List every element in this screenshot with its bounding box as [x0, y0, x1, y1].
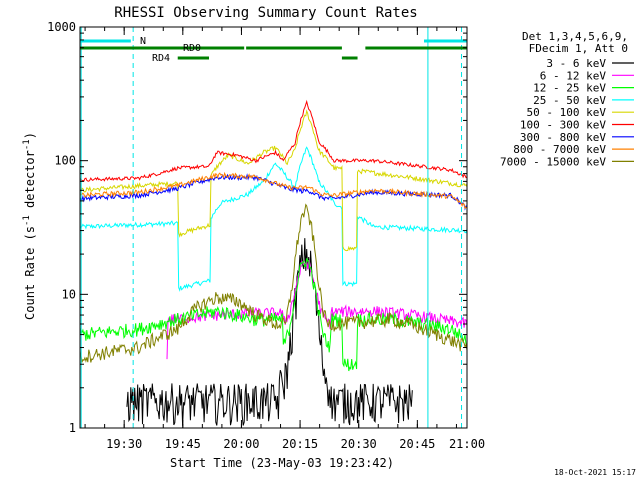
x-tick-label: 20:30 [341, 437, 377, 451]
legend-entry-label: 300 - 800 keV [520, 131, 606, 144]
x-axis-label: Start Time (23-May-03 19:23:42) [170, 456, 394, 470]
chart-title: RHESSI Observing Summary Count Rates [114, 5, 417, 21]
axes: 1 10 100 1000 19:30 19:45 20:00 20:15 20:30 20:45… [47, 20, 485, 451]
plot-frame [79, 26, 468, 429]
series-line-800-7000-kev [79, 171, 468, 210]
flag-label-rd4: RD4 [152, 53, 170, 64]
y-tick-label: 100 [54, 154, 76, 168]
y-tick-label: 10 [62, 287, 76, 301]
y-tick-label: 1000 [47, 20, 76, 34]
y-tick-label: 1 [69, 421, 76, 435]
legend-entry-label: 3 - 6 keV [546, 57, 606, 70]
legend-header-line: Det 1,3,4,5,6,9, [522, 30, 628, 43]
legend-entry-label: 12 - 25 keV [533, 82, 606, 95]
x-tick-label: 21:00 [449, 437, 485, 451]
legend-entry-label: 25 - 50 keV [533, 94, 606, 107]
flag-label-n: N [140, 36, 146, 47]
series-line-100-300-kev [79, 99, 468, 182]
legend: Det 1,3,4,5,6,9,FDecim 1, Att 0 3 - 6 keV… [500, 30, 634, 168]
series-line-50-100-kev [79, 109, 468, 252]
legend-header-line: FDecim 1, Att 0 [529, 42, 628, 55]
series-line-25-50-kev [79, 146, 468, 292]
x-tick-label: 19:45 [165, 437, 201, 451]
series-line-12-25-kev [79, 258, 468, 372]
plot-area: N RD0 RD4 [79, 27, 468, 428]
y-axis-label: Count Rate (s-1 detector-1) [22, 132, 37, 320]
legend-entry-label: 100 - 300 keV [520, 119, 606, 132]
legend-entry-label: 7000 - 15000 keV [500, 155, 606, 168]
series-line-6-12-kev [166, 259, 468, 360]
x-tick-label: 20:45 [399, 437, 435, 451]
legend-entry-label: 50 - 100 keV [527, 106, 607, 119]
flag-label-rd0: RD0 [183, 43, 201, 54]
x-tick-label: 20:00 [223, 437, 259, 451]
x-tick-label: 19:30 [106, 437, 142, 451]
legend-entry-label: 800 - 7000 keV [513, 143, 606, 156]
series-line-3-6-kev [126, 238, 413, 426]
legend-entry-label: 6 - 12 keV [540, 69, 607, 82]
footer-timestamp: 18-Oct-2021 15:17 [554, 468, 636, 477]
series-line-7000-15000-kev [79, 203, 468, 363]
x-tick-label: 20:15 [282, 437, 318, 451]
